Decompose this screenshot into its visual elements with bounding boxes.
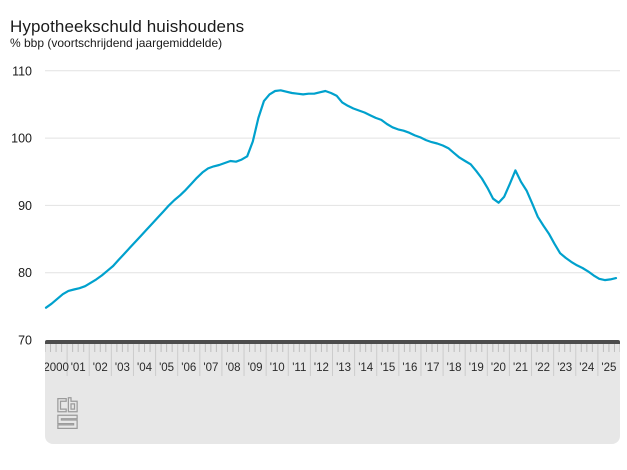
x-axis-year-label: '04 [137,362,153,374]
x-axis-year-label: '24 [579,362,595,374]
time-axis-track[interactable] [45,340,620,344]
x-axis-year-label: 2000 [45,362,69,374]
x-axis-year-label: '18 [447,362,462,374]
y-axis-tick-label: 70 [18,334,32,346]
x-axis-year-label: '08 [226,362,241,374]
x-axis-year-label: '25 [601,362,616,374]
time-axis-slider[interactable]: 2000'01 '02 '03 '04 '05 '06 '07 '08 '09 '10 '11 '12… [45,340,620,444]
x-axis-year-label: '20 [491,362,506,374]
y-axis-tick-label: 90 [18,199,32,213]
x-axis-year-label: '22 [535,362,550,374]
x-axis-year-label: '07 [203,362,218,374]
x-axis-year-label: '02 [93,362,108,374]
x-axis-year-label: '17 [425,362,440,374]
x-axis-year-label: '06 [181,362,196,374]
chart-subtitle: % bbp (voortschrijdend jaargemiddelde) [10,36,223,50]
x-axis-year-label: '23 [557,362,572,374]
x-axis-year-label: '09 [248,362,263,374]
chart-title: Hypotheekschuld huishoudens [10,17,245,37]
y-axis-tick-label: 110 [12,64,32,78]
x-axis-year-label: '19 [469,362,484,374]
x-axis-year-label: '01 [71,362,86,374]
x-axis-year-label: '13 [336,362,351,374]
x-axis-year-label: '14 [358,362,374,374]
x-axis-year-label: '21 [513,362,528,374]
y-axis-tick-label: 100 [11,132,32,146]
x-axis-year-label: '12 [314,362,329,374]
x-axis-year-label: '05 [159,362,174,374]
x-axis-year-label: '03 [115,362,130,374]
line-chart-plot: 70 80 90 100 110 [11,64,620,346]
time-axis-scale: 2000'01 '02 '03 '04 '05 '06 '07 '08 '09 '10 '11 '12… [45,344,620,376]
x-axis-year-label: '10 [270,362,285,374]
x-axis-year-label: '11 [292,362,306,374]
y-axis-tick-label: 80 [18,266,32,280]
x-axis-year-label: '16 [402,362,417,374]
series-line [44,89,618,309]
cbs-logo-icon [57,397,78,429]
x-axis-year-label: '15 [380,362,395,374]
